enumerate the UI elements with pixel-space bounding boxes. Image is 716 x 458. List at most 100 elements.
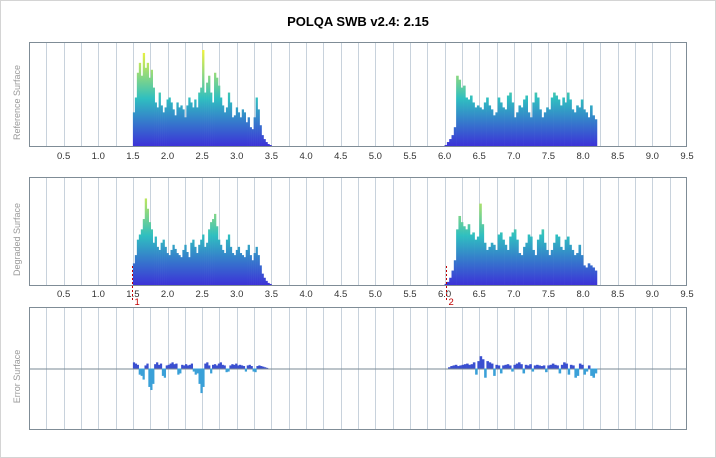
spectral-bar xyxy=(253,253,256,286)
spectral-bar xyxy=(483,242,487,286)
spectral-bar xyxy=(174,248,177,286)
spectral-bar xyxy=(190,242,193,286)
spectral-bar xyxy=(249,255,252,286)
spectral-bar xyxy=(481,224,485,286)
spectral-bar xyxy=(216,77,219,147)
spectral-bar xyxy=(160,242,163,286)
spectral-bar xyxy=(146,208,150,286)
spectral-bar xyxy=(164,246,167,286)
spectral-bar xyxy=(444,283,448,286)
spectral-bar xyxy=(493,115,496,147)
error-bar xyxy=(240,365,244,369)
spectral-bar xyxy=(241,109,245,147)
spectral-bar xyxy=(548,255,552,286)
spectral-bar xyxy=(168,97,171,147)
error-bar xyxy=(157,364,161,369)
spectral-bar xyxy=(214,72,217,147)
spectral-bar xyxy=(458,79,462,147)
spectral-bar xyxy=(472,232,475,286)
spectral-bar xyxy=(460,222,464,286)
error-bar xyxy=(470,364,474,369)
spectral-bar xyxy=(587,263,591,286)
x-tick-label: 1.5 xyxy=(126,151,139,162)
spectral-bar xyxy=(541,229,545,286)
spectral-bar xyxy=(132,263,136,286)
error-bar xyxy=(477,361,480,369)
spectral-bar xyxy=(566,92,570,147)
sync-marker-label: 1 xyxy=(135,297,140,308)
spectral-bar xyxy=(206,82,209,147)
spectral-bar xyxy=(548,109,552,147)
x-tick-label: 7.5 xyxy=(542,289,555,300)
spectral-bar xyxy=(479,203,482,286)
error-bar xyxy=(231,364,234,369)
spectral-bar xyxy=(162,112,165,147)
error-bar xyxy=(472,362,476,369)
spectral-bar xyxy=(267,282,270,286)
spectral-bar xyxy=(541,117,545,147)
error-bar xyxy=(169,363,172,369)
spectral-bar xyxy=(176,253,179,286)
error-bar xyxy=(173,364,176,369)
spectral-bar xyxy=(525,95,528,147)
spectral-bar xyxy=(166,253,169,286)
spectral-bar xyxy=(150,229,153,286)
spectral-bar xyxy=(592,115,595,147)
spectral-bar xyxy=(176,102,179,147)
error-bar xyxy=(549,364,553,369)
spectral-bar xyxy=(532,102,535,147)
spectral-bar xyxy=(476,105,480,147)
spectral-bar xyxy=(235,107,239,147)
spectral-bar xyxy=(504,244,508,286)
error-bar xyxy=(551,363,555,369)
spectral-bar xyxy=(490,109,494,147)
x-tick-label: 7.5 xyxy=(542,151,555,162)
spectral-bar xyxy=(168,255,171,286)
spectral-bar xyxy=(474,239,478,286)
error-bar xyxy=(578,363,582,369)
spectral-bar xyxy=(520,255,524,286)
error-bar xyxy=(148,368,151,387)
spectral-bar xyxy=(543,242,547,286)
spectral-bar xyxy=(532,249,535,286)
spectral-bar xyxy=(472,102,475,147)
spectral-bar xyxy=(564,239,568,286)
spectral-bar xyxy=(253,117,256,147)
error-bar xyxy=(558,368,562,374)
x-tick-label: 8.0 xyxy=(576,289,589,300)
spectral-bar xyxy=(259,265,262,286)
error-bar xyxy=(156,362,159,369)
error-bar xyxy=(204,363,207,369)
spectral-bar xyxy=(550,97,554,147)
spectral-bar xyxy=(486,97,489,147)
x-tick-label: 2.5 xyxy=(196,151,209,162)
spectral-bar xyxy=(488,105,492,147)
spectral-bar xyxy=(495,249,498,286)
spectral-bar xyxy=(474,107,478,147)
spectral-bar xyxy=(265,142,268,147)
spectral-bar xyxy=(186,105,189,147)
error-bar xyxy=(450,366,453,369)
spectral-bar xyxy=(465,229,468,286)
spectral-bar xyxy=(150,69,153,147)
spectral-bar xyxy=(511,102,515,147)
x-tick-label: 1.0 xyxy=(92,289,105,300)
spectral-bar xyxy=(523,99,526,147)
error-bar xyxy=(459,365,462,369)
error-bar xyxy=(177,368,180,375)
spectral-bar xyxy=(527,234,531,286)
error-bar xyxy=(163,368,166,378)
spectral-bar xyxy=(231,253,235,286)
error-bar xyxy=(227,368,230,372)
spectral-bar xyxy=(158,92,161,147)
spectral-bar xyxy=(553,92,556,147)
spectral-bar xyxy=(536,239,540,286)
spectral-bar xyxy=(142,52,146,148)
x-tick-label: 8.5 xyxy=(611,289,624,300)
spectral-bar xyxy=(261,135,264,147)
error-bar xyxy=(560,364,564,369)
spectral-bar xyxy=(546,107,549,147)
spectral-bar xyxy=(239,253,243,286)
spectral-bar xyxy=(453,127,457,147)
spectral-bar xyxy=(555,234,559,286)
